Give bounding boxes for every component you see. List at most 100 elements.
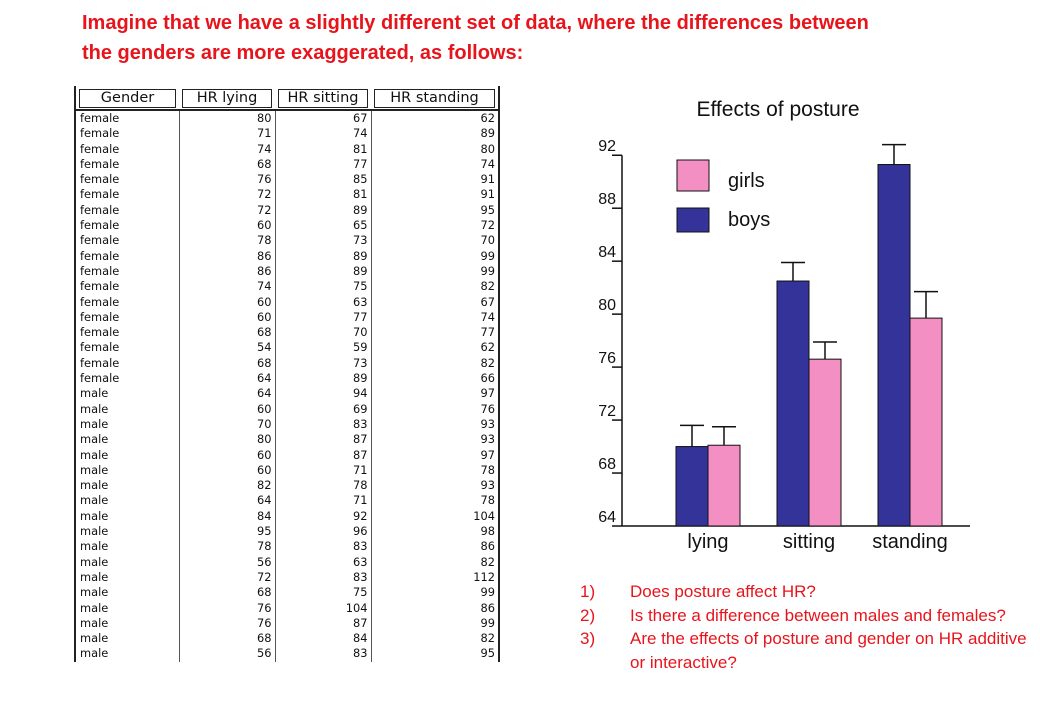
gender-cell: female bbox=[74, 126, 179, 142]
hr-sitting-cell: 73 bbox=[274, 355, 371, 372]
hr-sitting-cell: 77 bbox=[274, 309, 371, 326]
hr-sitting-cell: 81 bbox=[274, 187, 371, 203]
hr-standing-cell: 112 bbox=[370, 569, 500, 586]
gender-cell: male bbox=[74, 524, 179, 540]
hr-standing-cell: 95 bbox=[370, 202, 500, 219]
hr-sitting-cell: 78 bbox=[274, 478, 371, 494]
hr-standing-cell: 97 bbox=[370, 447, 500, 463]
question-number: 2) bbox=[580, 605, 596, 625]
gender-cell: male bbox=[74, 401, 179, 417]
boys-bar bbox=[675, 446, 709, 527]
table-row: female 86 89 99 bbox=[74, 248, 500, 264]
hr-lying-cell: 72 bbox=[178, 569, 275, 586]
question-item: 3) Are the effects of posture and gender… bbox=[580, 627, 1030, 674]
hr-lying-cell: 68 bbox=[178, 325, 275, 341]
gender-cell: male bbox=[74, 478, 179, 494]
hr-sitting-cell: 87 bbox=[274, 447, 371, 463]
gender-cell: female bbox=[74, 355, 179, 372]
table-row: male 76 87 99 bbox=[74, 615, 500, 632]
hr-sitting-cell: 71 bbox=[274, 493, 371, 509]
hr-sitting-cell: 104 bbox=[274, 600, 371, 616]
x-category-label: sitting bbox=[783, 531, 835, 553]
table-row: female 74 75 82 bbox=[74, 279, 500, 295]
table-row: female 72 81 91 bbox=[74, 187, 500, 203]
hr-standing-cell: 86 bbox=[370, 539, 500, 555]
hr-lying-cell: 64 bbox=[178, 371, 275, 387]
hr-standing-cell: 82 bbox=[370, 554, 500, 570]
y-tick-label: 92 bbox=[598, 138, 616, 155]
header-hr-sitting: HR sitting bbox=[275, 86, 371, 111]
hr-standing-cell: 82 bbox=[370, 631, 500, 647]
hr-sitting-cell: 94 bbox=[274, 386, 371, 402]
gender-cell: male bbox=[74, 569, 179, 586]
hr-sitting-cell: 77 bbox=[274, 156, 371, 173]
table-row: female 80 67 62 bbox=[74, 110, 500, 127]
hr-lying-cell: 60 bbox=[178, 447, 275, 463]
table-header-row: Gender HR lying HR sitting HR standing bbox=[74, 86, 500, 111]
hr-standing-cell: 72 bbox=[370, 218, 500, 234]
gender-cell: female bbox=[74, 202, 179, 219]
hr-standing-cell: 86 bbox=[370, 600, 500, 616]
hr-sitting-cell: 89 bbox=[274, 263, 371, 280]
hr-standing-cell: 67 bbox=[370, 294, 500, 310]
hr-sitting-cell: 65 bbox=[274, 218, 371, 234]
gender-cell: female bbox=[74, 218, 179, 234]
table-row: female 64 89 66 bbox=[74, 371, 500, 387]
gender-cell: male bbox=[74, 447, 179, 463]
gender-cell: female bbox=[74, 187, 179, 203]
hr-standing-cell: 99 bbox=[370, 263, 500, 280]
hr-data-table: Gender HR lying HR sitting HR standing f… bbox=[74, 86, 500, 662]
table-row: male 76 104 86 bbox=[74, 600, 500, 616]
hr-sitting-cell: 73 bbox=[274, 233, 371, 249]
hr-lying-cell: 76 bbox=[178, 600, 275, 616]
y-tick-label: 76 bbox=[598, 350, 616, 367]
heading-line-2: the genders are more exaggerated, as fol… bbox=[82, 42, 524, 64]
table-row: male 72 83 112 bbox=[74, 569, 500, 586]
gender-cell: female bbox=[74, 325, 179, 341]
hr-lying-cell: 68 bbox=[178, 585, 275, 601]
gender-cell: female bbox=[74, 279, 179, 295]
hr-sitting-cell: 83 bbox=[274, 539, 371, 555]
hr-standing-cell: 78 bbox=[370, 493, 500, 509]
hr-sitting-cell: 75 bbox=[274, 279, 371, 295]
hr-standing-cell: 97 bbox=[370, 386, 500, 402]
table-row: female 71 74 89 bbox=[74, 126, 500, 142]
table-row: female 68 70 77 bbox=[74, 325, 500, 341]
hr-standing-cell: 70 bbox=[370, 233, 500, 249]
table-row: male 64 94 97 bbox=[74, 386, 500, 402]
legend-girls-swatch bbox=[676, 159, 710, 192]
girls-bar bbox=[707, 444, 741, 527]
hr-lying-cell: 60 bbox=[178, 294, 275, 310]
hr-lying-cell: 82 bbox=[178, 478, 275, 494]
hr-lying-cell: 71 bbox=[178, 126, 275, 142]
hr-standing-cell: 93 bbox=[370, 478, 500, 494]
hr-sitting-cell: 83 bbox=[274, 646, 371, 662]
hr-sitting-cell: 59 bbox=[274, 340, 371, 356]
question-number: 1) bbox=[580, 582, 596, 601]
posture-chart: Effects of posture 64 68 72 76 80 84 88 92 lying s… bbox=[598, 98, 970, 553]
hr-standing-cell: 80 bbox=[370, 141, 500, 157]
hr-standing-cell: 77 bbox=[370, 325, 500, 341]
table-row: female 76 85 91 bbox=[74, 172, 500, 188]
legend-boys-label: boys bbox=[728, 209, 770, 231]
hr-standing-cell: 91 bbox=[370, 187, 500, 203]
hr-lying-cell: 56 bbox=[178, 646, 275, 662]
table-row: male 60 71 78 bbox=[74, 462, 500, 479]
legend-girls-label: girls bbox=[728, 170, 765, 192]
gender-cell: male bbox=[74, 615, 179, 632]
header-hr-standing: HR standing bbox=[371, 86, 500, 111]
question-list: 1) Does posture affect HR? 2) Is there a… bbox=[580, 580, 1030, 674]
hr-sitting-cell: 74 bbox=[274, 126, 371, 142]
gender-cell: male bbox=[74, 554, 179, 570]
hr-standing-cell: 99 bbox=[370, 585, 500, 601]
question-item: 2) Is there a difference between males a… bbox=[580, 604, 1030, 628]
table-row: male 95 96 98 bbox=[74, 524, 500, 540]
table-row: male 78 83 86 bbox=[74, 539, 500, 555]
gender-cell: male bbox=[74, 432, 179, 448]
hr-standing-cell: 74 bbox=[370, 156, 500, 173]
table-row: male 82 78 93 bbox=[74, 478, 500, 494]
y-tick-label: 72 bbox=[598, 403, 616, 420]
gender-cell: male bbox=[74, 631, 179, 647]
hr-lying-cell: 74 bbox=[178, 141, 275, 157]
hr-sitting-cell: 69 bbox=[274, 401, 371, 417]
